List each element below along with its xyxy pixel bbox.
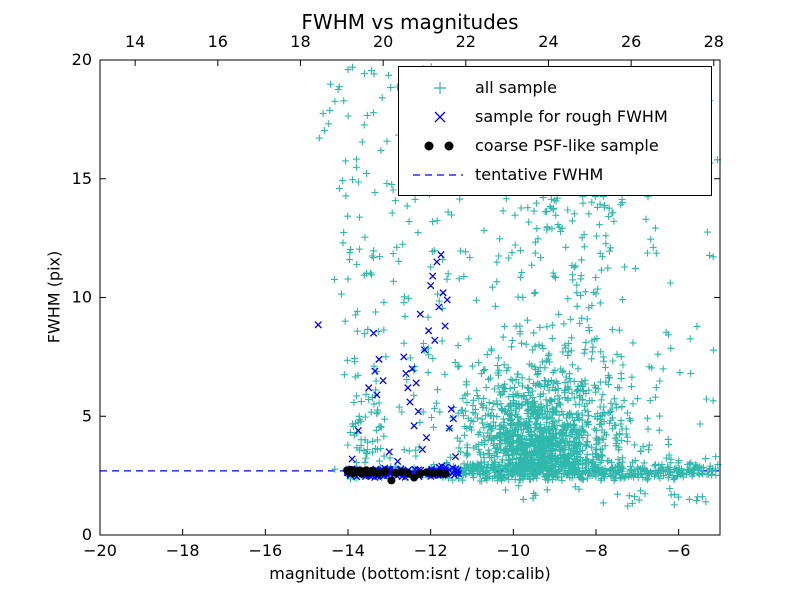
x-tick-label: −14 <box>331 541 365 560</box>
top-tick-label: 20 <box>373 32 393 51</box>
legend-item-all-sample: all sample <box>399 73 711 102</box>
chart-title: FWHM vs magnitudes <box>301 10 519 34</box>
x-tick-label: −8 <box>584 541 608 560</box>
top-tick-label: 22 <box>456 32 476 51</box>
dot-marker-icon <box>424 141 454 150</box>
legend-item-coarse-psf-sample: coarse PSF-like sample <box>399 131 711 160</box>
top-tick-label: 24 <box>538 32 558 51</box>
y-tick-label: 5 <box>82 406 92 425</box>
dashed-line-icon <box>413 173 463 176</box>
x-tick-label: −18 <box>166 541 200 560</box>
x-tick-label: −16 <box>248 541 282 560</box>
top-tick-label: 14 <box>125 32 145 51</box>
x-axis-label: magnitude (bottom:isnt / top:calib) <box>269 564 551 583</box>
y-tick-label: 0 <box>82 525 92 544</box>
series-coarse-PSF-like-sample <box>343 465 450 485</box>
series-sample-for-rough-FWHM <box>314 251 463 482</box>
y-axis-label: FWHM (pix) <box>44 250 64 344</box>
top-tick-label: 18 <box>290 32 310 51</box>
x-tick-label: −12 <box>414 541 448 560</box>
x-marker-icon <box>434 111 446 122</box>
legend-item-tentative-fwhm: tentative FWHM <box>399 160 711 189</box>
legend-item-label: all sample <box>475 78 557 97</box>
legend: all sample sample for rough FWHM coarse … <box>398 66 712 196</box>
top-tick-label: 16 <box>208 32 228 51</box>
x-tick-label: −20 <box>83 541 117 560</box>
y-tick-label: 20 <box>72 50 92 69</box>
x-tick-label: −6 <box>667 541 691 560</box>
legend-item-label: tentative FWHM <box>475 165 604 184</box>
legend-item-rough-fwhm-sample: sample for rough FWHM <box>399 102 711 131</box>
legend-item-label: sample for rough FWHM <box>475 107 668 126</box>
y-tick-label: 15 <box>72 169 92 188</box>
plus-marker-icon <box>434 81 446 94</box>
x-tick-label: −10 <box>496 541 530 560</box>
top-tick-label: 26 <box>621 32 641 51</box>
legend-item-label: coarse PSF-like sample <box>475 136 659 155</box>
y-tick-label: 10 <box>72 288 92 307</box>
top-tick-label: 28 <box>704 32 724 51</box>
axes: −20 −18 −16 −14 −12 −10 −8 −6 14 16 18 20 22 24 26 28 0 5… <box>72 32 724 560</box>
